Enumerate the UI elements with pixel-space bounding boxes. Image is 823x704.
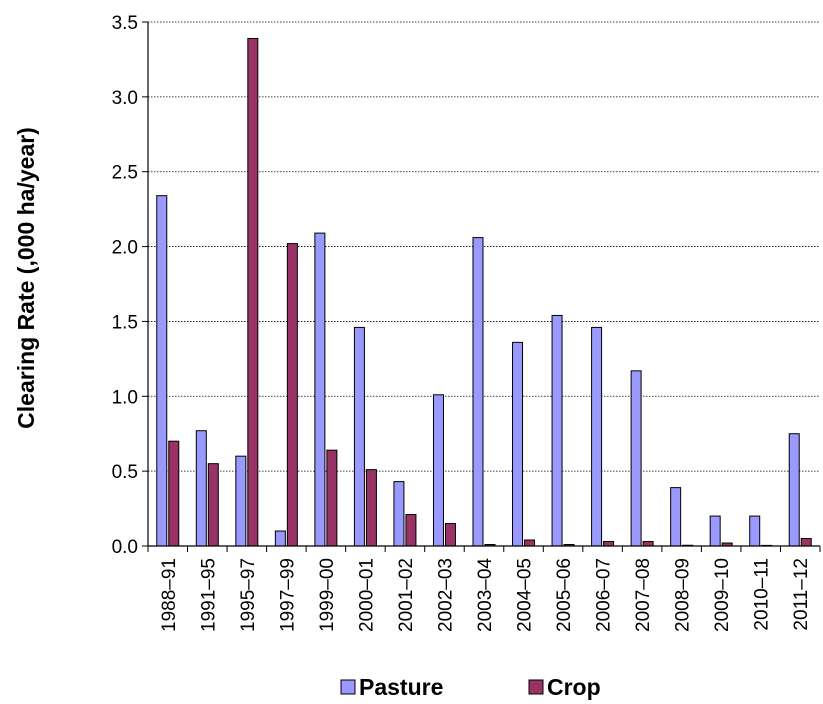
x-tick-label: 1999–00	[317, 558, 338, 632]
bar-crop	[207, 463, 219, 547]
bar-crop	[168, 440, 180, 547]
bar-pasture	[749, 515, 761, 547]
bar-pasture	[472, 237, 484, 547]
x-tick-label: 2004–05	[515, 558, 536, 632]
y-tick-label: 0.0	[112, 537, 138, 558]
x-tick-labels: 1988–91 1991–95 1995–97 1997–99 1999–00 2000–…	[159, 558, 812, 632]
x-tick-label: 1988–91	[159, 558, 180, 632]
legend-swatch-pasture	[340, 679, 356, 695]
bar-pasture	[591, 326, 603, 547]
bar-crop	[800, 538, 812, 547]
grid-lines	[148, 21, 820, 472]
legend-swatch-crop	[528, 679, 544, 695]
x-tick-label: 2010–11	[752, 558, 773, 631]
bar-crop	[326, 449, 338, 547]
bar-pasture	[156, 195, 168, 547]
bar-pasture	[709, 515, 721, 547]
bar-crop	[365, 469, 377, 547]
y-tick-label: 3.0	[112, 88, 138, 109]
bar-crop	[642, 541, 654, 547]
legend-label-crop: Crop	[547, 674, 601, 700]
bar-pasture	[314, 232, 326, 547]
bar-pasture	[670, 487, 682, 547]
x-tick-label: 2005–06	[554, 558, 575, 632]
bar-pasture	[551, 314, 563, 547]
bar-pasture	[195, 430, 207, 547]
bar-pasture	[235, 455, 247, 547]
bar-crop	[444, 523, 456, 547]
x-tick-label: 2011–12	[791, 558, 812, 631]
y-tick-label: 0.5	[112, 462, 138, 483]
bar-crop	[405, 514, 417, 547]
x-tick-label: 2006–07	[594, 558, 615, 632]
x-tick-label: 2009–10	[712, 558, 733, 632]
x-tick-label: 2002–03	[435, 558, 456, 632]
y-tick-label: 2.5	[112, 163, 138, 184]
x-tick-label: 1995–97	[238, 558, 259, 632]
x-tick-label: 1997–99	[277, 558, 298, 632]
axes	[142, 21, 821, 552]
bar-pasture	[353, 326, 365, 547]
legend: Pasture Crop	[340, 674, 601, 700]
bar-crop	[603, 541, 615, 547]
y-tick-label: 2.0	[112, 238, 138, 259]
y-axis-title: Clearing Rate (,000 ha/year)	[13, 127, 39, 429]
bar-crop	[524, 539, 536, 547]
bar-pasture	[432, 394, 444, 547]
y-tick-label: 1.0	[112, 387, 138, 408]
bar-series	[156, 37, 812, 547]
bar-crop	[286, 243, 298, 547]
x-tick-label: 2008–09	[673, 558, 694, 632]
y-tick-labels: 0.0 0.5 1.0 1.5 2.0 2.5 3.0 3.5	[112, 13, 138, 558]
bar-pasture	[512, 341, 524, 547]
x-tick-label: 2001–02	[396, 558, 417, 632]
legend-label-pasture: Pasture	[359, 674, 443, 700]
x-tick-label: 2007–08	[633, 558, 654, 632]
x-tick-label: 1991–95	[198, 558, 219, 632]
y-tick-label: 1.5	[112, 312, 138, 333]
x-tick-label: 2000–01	[356, 558, 377, 632]
x-tick-label: 2003–04	[475, 558, 496, 632]
bar-pasture	[274, 530, 286, 547]
bar-pasture	[630, 370, 642, 547]
bar-crop	[247, 37, 259, 547]
y-tick-label: 3.5	[112, 13, 138, 34]
bar-pasture	[788, 433, 800, 547]
bar-pasture	[393, 481, 405, 547]
